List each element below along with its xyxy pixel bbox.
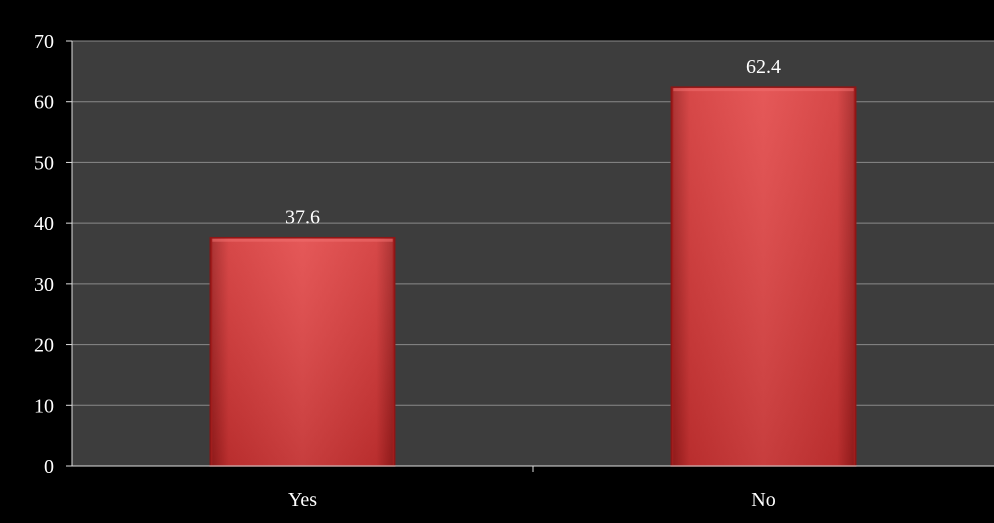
y-tick-label: 40 — [34, 213, 54, 235]
bar-top-highlight — [212, 238, 393, 242]
x-category-label: Yes — [288, 489, 317, 511]
bar-shading — [212, 238, 393, 465]
bar-yes — [209, 236, 396, 467]
y-tick-label: 10 — [34, 395, 54, 417]
y-tick-label: 0 — [44, 456, 54, 478]
bar-no — [670, 86, 857, 467]
y-tick-label: 20 — [34, 335, 54, 357]
data-label: 37.6 — [285, 207, 320, 229]
bars — [209, 86, 857, 467]
axes — [66, 40, 994, 472]
bar-top-highlight — [673, 88, 854, 92]
y-tick-label: 70 — [34, 31, 54, 53]
labels: 0 10 20 30 40 50 60 70 37.6 Yes 62.4 No — [34, 31, 781, 511]
y-tick-label: 30 — [34, 274, 54, 296]
x-category-label: No — [751, 489, 775, 511]
data-label: 62.4 — [746, 56, 781, 78]
y-tick-label: 60 — [34, 92, 54, 114]
bar-shading — [673, 88, 854, 466]
y-tick-label: 50 — [34, 152, 54, 174]
